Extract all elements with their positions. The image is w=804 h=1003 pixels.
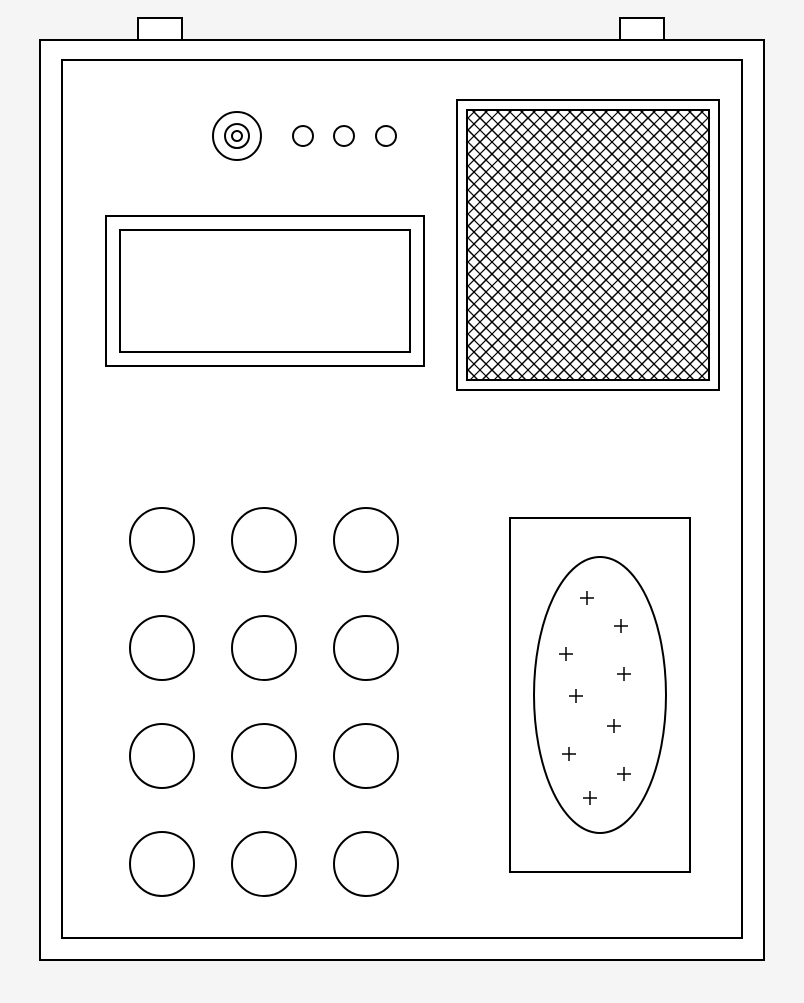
top-tab-0	[138, 18, 182, 40]
keypad-button-1-0[interactable]	[130, 616, 194, 680]
speaker-grille	[467, 110, 709, 380]
led-indicator-2	[376, 126, 396, 146]
keypad-button-0-1[interactable]	[232, 508, 296, 572]
keypad-button-3-2[interactable]	[334, 832, 398, 896]
led-indicator-0	[293, 126, 313, 146]
camera-inner	[232, 131, 242, 141]
led-indicator-1	[334, 126, 354, 146]
keypad-button-3-1[interactable]	[232, 832, 296, 896]
keypad-button-0-0[interactable]	[130, 508, 194, 572]
keypad-button-2-0[interactable]	[130, 724, 194, 788]
keypad-button-1-1[interactable]	[232, 616, 296, 680]
keypad-button-1-2[interactable]	[334, 616, 398, 680]
keypad-button-0-2[interactable]	[334, 508, 398, 572]
keypad-button-2-1[interactable]	[232, 724, 296, 788]
device-panel-diagram	[0, 0, 804, 1003]
device-svg	[0, 0, 804, 998]
keypad-button-2-2[interactable]	[334, 724, 398, 788]
keypad-button-3-0[interactable]	[130, 832, 194, 896]
card-reader-sensor[interactable]	[534, 557, 666, 833]
display-inner	[120, 230, 410, 352]
top-tab-1	[620, 18, 664, 40]
